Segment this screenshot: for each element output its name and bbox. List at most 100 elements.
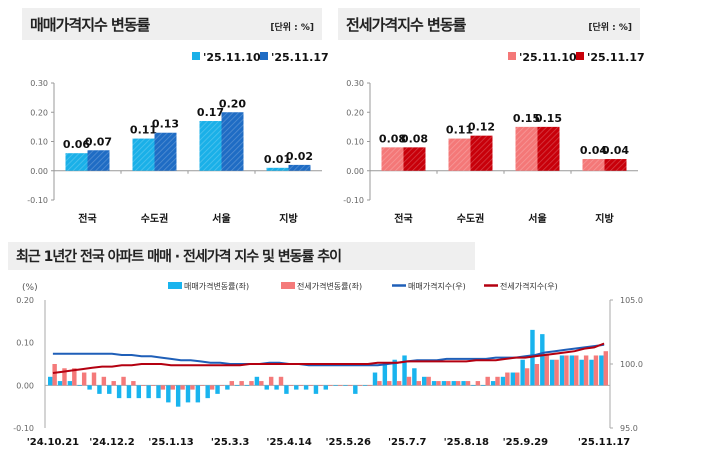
trend-x-tick: '24.10.21 xyxy=(27,437,79,448)
trend-bar-jeonse xyxy=(416,381,422,386)
trend-bar-jeonse xyxy=(200,385,205,386)
trend-bar-sale xyxy=(599,355,604,386)
trend-legend-label: 매매가격변동률(좌) xyxy=(184,281,249,291)
trend-line-jeonse-index xyxy=(52,342,605,374)
trend-x-tick: '25.4.14 xyxy=(266,437,311,448)
sale-legend-swatch xyxy=(192,52,200,60)
trend-x-tick: '25.8.18 xyxy=(444,437,489,448)
trend-bar-jeonse xyxy=(505,372,510,386)
trend-bar-sale xyxy=(441,381,447,386)
sale-chart-title-bar: 매매가격지수 변동률 [단위 : %] xyxy=(22,8,322,40)
trend-bar-sale xyxy=(353,385,358,394)
jeonse-y-tick: 0.30 xyxy=(346,79,364,88)
trend-bar-sale xyxy=(569,355,575,386)
sale-legend-swatch xyxy=(260,52,268,60)
trend-legend-label: 매매가격지수(우) xyxy=(408,281,466,291)
trend-bar-sale xyxy=(412,368,417,386)
trend-bar-sale xyxy=(362,385,368,386)
trend-bar-jeonse xyxy=(544,355,549,386)
trend-bar-jeonse xyxy=(288,385,294,386)
sale-y-tick: 0.10 xyxy=(30,138,48,147)
trend-y2-tick: 95.0 xyxy=(620,424,638,433)
trend-bar-sale xyxy=(540,334,545,386)
sale-chart-title: 매매가격지수 변동률 xyxy=(30,16,150,34)
trend-bar-jeonse xyxy=(515,372,520,386)
jeonse-y-tick: -0.10 xyxy=(343,196,364,205)
trend-bar-jeonse xyxy=(239,381,244,386)
trend-bar-jeonse xyxy=(268,376,274,386)
trend-bar-jeonse xyxy=(328,385,333,386)
trend-bar-jeonse xyxy=(377,381,382,386)
jeonse-data-label: 0.12 xyxy=(468,121,495,134)
trend-bar-sale xyxy=(589,359,594,386)
jeonse-bar-hatch xyxy=(604,159,627,171)
sale-y-tick: -0.10 xyxy=(27,196,48,205)
trend-bar-sale xyxy=(274,385,279,390)
trend-bar-jeonse xyxy=(406,376,412,386)
trend-bar-jeonse xyxy=(209,385,215,390)
trend-bar-sale xyxy=(235,385,240,386)
jeonse-y-tick: 0.00 xyxy=(346,167,364,176)
sale-data-label: 0.06 xyxy=(63,138,90,151)
sale-legend-label: '25.11.10 xyxy=(203,51,261,64)
trend-bar-jeonse xyxy=(298,385,303,386)
trend-bar-jeonse xyxy=(278,376,284,386)
trend-chart-title: 최근 1년간 전국 아파트 매매 · 전세가격 지수 및 변동률 추이 xyxy=(16,249,342,265)
trend-y-tick: -0.10 xyxy=(13,424,34,433)
trend-bar-jeonse xyxy=(574,355,579,386)
trend-bar-jeonse xyxy=(534,364,540,386)
trend-x-tick: '25.11.17 xyxy=(578,437,630,448)
trend-bar-sale xyxy=(156,385,161,399)
trend-bar-sale xyxy=(225,385,230,390)
jeonse-category-label: 지방 xyxy=(595,212,614,225)
trend-bar-sale xyxy=(333,385,338,386)
sale-bar-hatch xyxy=(154,132,177,171)
trend-bar-sale xyxy=(382,364,388,386)
trend-y-tick: 0.00 xyxy=(16,381,34,390)
trend-bar-sale xyxy=(175,385,181,407)
trend-bar-jeonse xyxy=(150,385,156,386)
trend-bar-sale xyxy=(323,385,329,390)
trend-y-tick: 0.20 xyxy=(16,296,34,305)
jeonse-category-label: 서울 xyxy=(528,212,546,225)
trend-bar-jeonse xyxy=(219,385,225,386)
trend-bar-sale xyxy=(195,385,201,403)
trend-bar-sale xyxy=(284,385,289,394)
jeonse-bar-hatch xyxy=(537,126,560,171)
jeonse-data-label: 0.08 xyxy=(379,132,406,145)
jeonse-bar-hatch xyxy=(381,147,404,171)
trend-bar-sale xyxy=(67,381,73,386)
trend-bar-sale xyxy=(422,376,427,386)
sale-data-label: 0.07 xyxy=(85,135,112,148)
sale-category-label: 지방 xyxy=(279,212,298,225)
sale-y-tick: 0.20 xyxy=(30,108,48,117)
sale-chart-unit: [단위 : %] xyxy=(270,23,314,33)
trend-bar-sale xyxy=(500,376,506,386)
trend-bar-jeonse xyxy=(593,355,599,386)
jeonse-legend-swatch xyxy=(508,52,516,60)
jeonse-data-label: 0.08 xyxy=(401,132,428,145)
sale-data-label: 0.02 xyxy=(286,150,313,163)
trend-bar-jeonse xyxy=(170,385,175,390)
trend-bar-jeonse xyxy=(465,381,471,386)
trend-bar-sale xyxy=(451,381,456,386)
trend-bar-jeonse xyxy=(141,385,146,386)
jeonse-category-label: 수도권 xyxy=(457,213,485,225)
sale-legend-label: '25.11.17 xyxy=(271,51,329,64)
jeonse-data-label: 0.04 xyxy=(602,144,629,157)
trend-bar-jeonse xyxy=(72,368,77,386)
trend-bar-jeonse xyxy=(347,385,353,386)
trend-bar-jeonse xyxy=(475,381,481,386)
trend-bar-sale xyxy=(510,372,516,386)
y-axis-unit: (%) xyxy=(22,283,38,293)
trend-bar-sale xyxy=(77,385,82,386)
trend-bar-jeonse xyxy=(81,372,87,386)
trend-legend-label: 전세가격지수(우) xyxy=(500,281,558,291)
trend-bar-jeonse xyxy=(180,385,185,390)
trend-chart-title-bar: 최근 1년간 전국 아파트 매매 · 전세가격 지수 및 변동률 추이 xyxy=(8,242,475,270)
sale-data-label: 0.13 xyxy=(152,118,179,131)
trend-x-tick: '25.3.3 xyxy=(211,437,250,448)
jeonse-data-label: 0.04 xyxy=(580,144,607,157)
sale-bar-hatch xyxy=(221,112,244,171)
trend-bar-jeonse xyxy=(111,381,116,386)
